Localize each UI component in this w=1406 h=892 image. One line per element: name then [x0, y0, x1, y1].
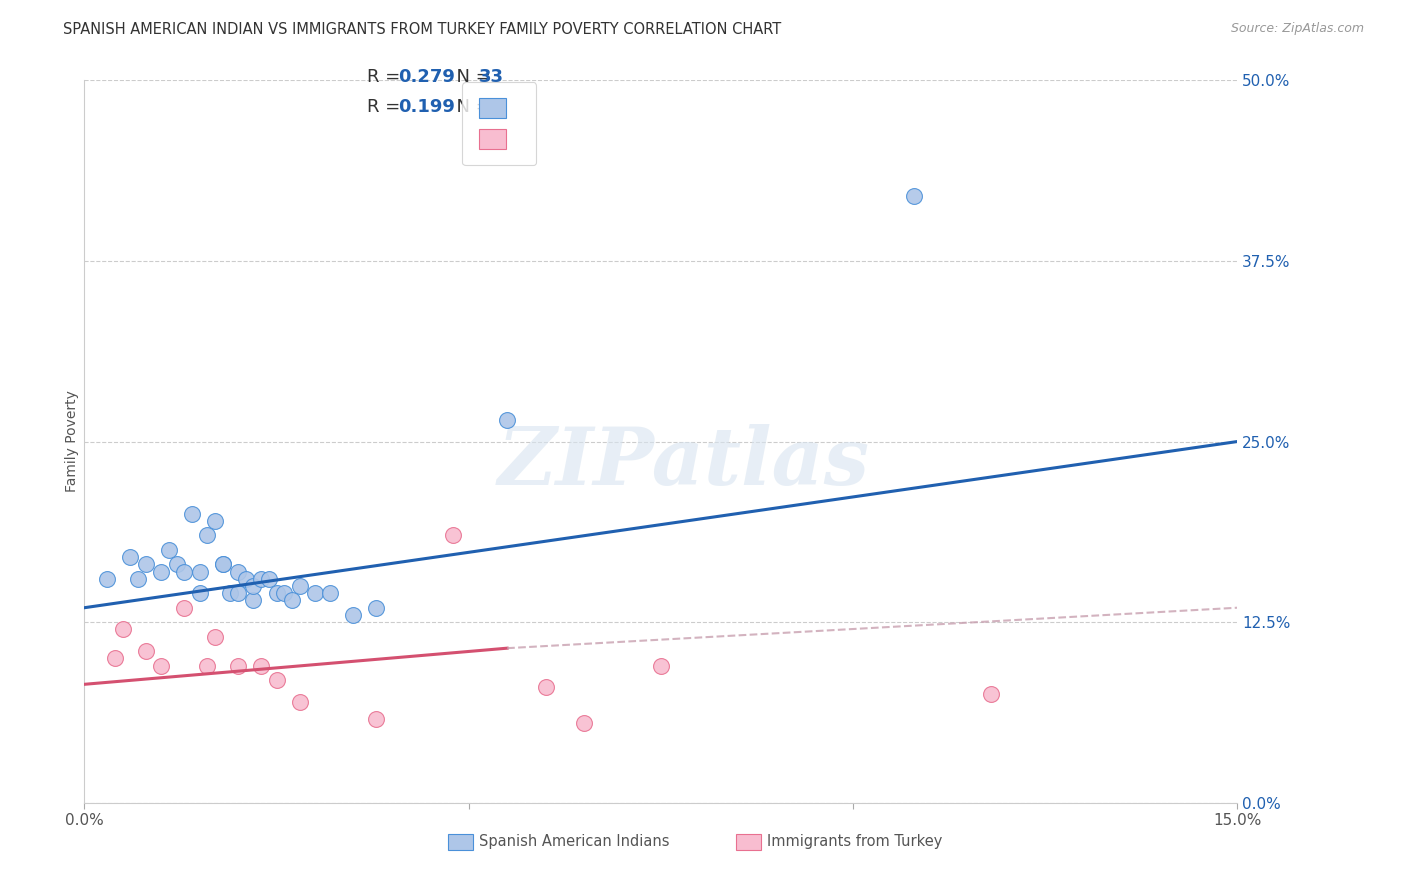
Text: R =: R = — [367, 68, 406, 86]
Point — [257, 572, 280, 586]
Text: Immigrants from Turkey: Immigrants from Turkey — [766, 834, 942, 849]
Y-axis label: Family Poverty: Family Poverty — [65, 391, 79, 492]
Text: Spanish American Indians: Spanish American Indians — [478, 834, 669, 849]
Point — [226, 658, 249, 673]
Point — [342, 607, 364, 622]
Point — [195, 658, 218, 673]
Point — [157, 542, 180, 557]
Point — [496, 413, 519, 427]
Point — [235, 572, 257, 586]
Text: 0.199: 0.199 — [398, 98, 454, 116]
Point — [226, 565, 249, 579]
Text: 17: 17 — [478, 98, 503, 116]
Point — [204, 514, 226, 528]
Point — [195, 528, 218, 542]
Point — [650, 658, 672, 673]
Point — [319, 586, 342, 600]
Point — [281, 593, 304, 607]
Point — [226, 586, 249, 600]
Point — [266, 673, 288, 687]
Point — [572, 716, 595, 731]
Text: 33: 33 — [478, 68, 503, 86]
Point — [242, 579, 264, 593]
Point — [219, 586, 242, 600]
Point — [120, 550, 142, 565]
Point — [250, 572, 273, 586]
Point — [135, 558, 157, 572]
Point — [127, 572, 149, 586]
Point — [135, 644, 157, 658]
Point — [211, 558, 233, 572]
Point — [188, 565, 211, 579]
Point — [288, 579, 311, 593]
Point — [111, 623, 134, 637]
Point — [173, 565, 195, 579]
Point — [211, 558, 233, 572]
Text: Source: ZipAtlas.com: Source: ZipAtlas.com — [1230, 22, 1364, 36]
Point — [441, 528, 464, 542]
Text: N =: N = — [446, 68, 496, 86]
Text: SPANISH AMERICAN INDIAN VS IMMIGRANTS FROM TURKEY FAMILY POVERTY CORRELATION CHA: SPANISH AMERICAN INDIAN VS IMMIGRANTS FR… — [63, 22, 782, 37]
Point — [288, 695, 311, 709]
Point — [150, 565, 173, 579]
Point — [204, 630, 226, 644]
Point — [96, 572, 118, 586]
Point — [903, 189, 925, 203]
Point — [242, 593, 264, 607]
Point — [273, 586, 295, 600]
Point — [534, 680, 557, 694]
Point — [188, 586, 211, 600]
Text: N =: N = — [446, 98, 496, 116]
Point — [181, 507, 204, 521]
FancyBboxPatch shape — [447, 834, 472, 850]
Point — [366, 600, 388, 615]
Text: 0.279: 0.279 — [398, 68, 454, 86]
Point — [150, 658, 173, 673]
Point — [166, 558, 188, 572]
Point — [266, 586, 288, 600]
Point — [250, 658, 273, 673]
Text: ZIPatlas: ZIPatlas — [498, 425, 870, 502]
Point — [366, 712, 388, 726]
Point — [173, 600, 195, 615]
Text: R =: R = — [367, 98, 406, 116]
Point — [104, 651, 127, 665]
Point — [304, 586, 326, 600]
FancyBboxPatch shape — [735, 834, 761, 850]
Legend: , : , — [463, 82, 537, 165]
Point — [980, 687, 1002, 701]
